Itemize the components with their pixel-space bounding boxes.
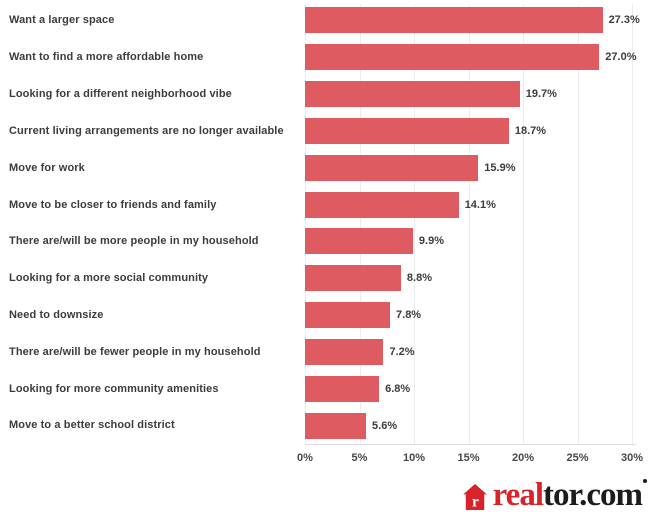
- bar-row: Move to a better school district 5.6%: [0, 407, 650, 444]
- category-label: Move to a better school district: [9, 419, 175, 432]
- bar-plot-area: 6.8%: [305, 370, 650, 407]
- bar-row: Looking for more community amenities 6.8…: [0, 370, 650, 407]
- value-label: 27.0%: [605, 51, 637, 64]
- bar: [305, 338, 384, 365]
- category-label: Move for work: [9, 161, 85, 174]
- category-label: Looking for a more social community: [9, 272, 209, 285]
- gridline: [468, 4, 470, 444]
- value-label: 7.8%: [396, 309, 422, 322]
- x-axis-tick-labels: 0% 5% 10% 15% 20% 25% 30%: [297, 452, 645, 468]
- bar: [305, 154, 479, 181]
- category-label: Want a larger space: [9, 14, 115, 27]
- category-label: Looking for more community amenities: [9, 382, 219, 395]
- bar: [305, 81, 520, 108]
- category-label: Want to find a more affordable home: [9, 51, 204, 64]
- gridline: [523, 4, 524, 444]
- category-label: Need to downsize: [9, 308, 104, 321]
- realtor-com-logo: r realtor.com: [462, 476, 647, 513]
- bar-row: Current living arrangements are no longe…: [0, 112, 650, 149]
- logo-text-torcom: tor.com: [543, 476, 643, 513]
- house-r-icon: r: [462, 484, 487, 510]
- x-axis-tick-label: 30%: [620, 452, 644, 464]
- value-label: 15.9%: [484, 161, 516, 174]
- value-label: 7.2%: [389, 345, 415, 358]
- bar-row: Want to find a more affordable home 27.0…: [0, 39, 650, 76]
- gridline: [305, 4, 306, 444]
- x-axis-tick-label: 5%: [351, 452, 368, 464]
- value-label: 8.8%: [406, 272, 432, 285]
- bar-row: There are/will be fewer people in my hou…: [0, 333, 650, 370]
- x-axis-tick-label: 10%: [402, 452, 426, 464]
- x-axis-tick-label: 25%: [566, 452, 589, 464]
- bar-plot-area: 27.0%: [305, 39, 650, 76]
- bar-plot-area: 8.8%: [305, 260, 650, 297]
- gridlines: [305, 4, 633, 444]
- bar: [305, 44, 600, 71]
- bar-plot-area: 18.7%: [305, 112, 650, 149]
- value-label: 27.3%: [608, 14, 640, 27]
- x-axis-tick-label: 0%: [297, 452, 313, 464]
- bar: [305, 265, 401, 292]
- bar-plot-area: 9.9%: [305, 223, 650, 260]
- x-axis-line: [305, 444, 636, 445]
- category-label: There are/will be fewer people in my hou…: [9, 345, 261, 358]
- bar: [305, 228, 413, 255]
- x-axis-tick-label: 15%: [457, 452, 480, 464]
- bar-plot-area: 15.9%: [305, 149, 650, 186]
- category-label: There are/will be more people in my hous…: [9, 235, 259, 248]
- logo-text: realtor.com: [492, 476, 643, 513]
- bar: [305, 302, 391, 329]
- value-label: 5.6%: [372, 419, 398, 432]
- x-axis-tick-label: 20%: [511, 452, 535, 464]
- bar-plot-area: 14.1%: [305, 186, 650, 223]
- bar: [305, 191, 459, 218]
- bar: [305, 117, 509, 144]
- value-label: 6.8%: [385, 382, 411, 395]
- value-label: 14.1%: [464, 198, 496, 211]
- category-label: Current living arrangements are no longe…: [9, 124, 284, 137]
- gridline: [577, 4, 579, 444]
- category-label: Move to be closer to friends and family: [9, 198, 217, 211]
- bar-row: Want a larger space 27.3%: [0, 2, 650, 39]
- bar-row: Looking for a more social community 8.8%: [0, 260, 650, 297]
- gridline: [359, 4, 361, 444]
- bar-plot-area: 7.2%: [305, 333, 650, 370]
- gridline: [414, 4, 415, 444]
- bar-plot-area: 19.7%: [305, 76, 650, 113]
- bar: [305, 375, 380, 402]
- bar-row: Looking for a different neighborhood vib…: [0, 76, 650, 113]
- value-label: 9.9%: [418, 235, 444, 248]
- value-label: 18.7%: [514, 124, 547, 137]
- bar-rows: Want a larger space 27.3% Want to find a…: [0, 2, 650, 444]
- svg-text:r: r: [472, 494, 479, 510]
- bar: [305, 412, 367, 439]
- gridline: [632, 4, 633, 444]
- registered-mark-icon: [643, 479, 647, 483]
- bar-plot-area: 5.6%: [305, 407, 650, 444]
- bar-row: Move to be closer to friends and family …: [0, 186, 650, 223]
- bar-plot-area: 7.8%: [305, 297, 650, 334]
- category-label: Looking for a different neighborhood vib…: [9, 88, 232, 101]
- bar-row: Need to downsize 7.8%: [0, 297, 650, 334]
- bar-row: There are/will be more people in my hous…: [0, 223, 650, 260]
- bar-plot-area: 27.3%: [305, 2, 650, 39]
- bar-row: Move for work 15.9%: [0, 149, 650, 186]
- value-label: 19.7%: [525, 88, 557, 101]
- logo-text-real: real: [492, 476, 544, 513]
- bar: [305, 7, 603, 34]
